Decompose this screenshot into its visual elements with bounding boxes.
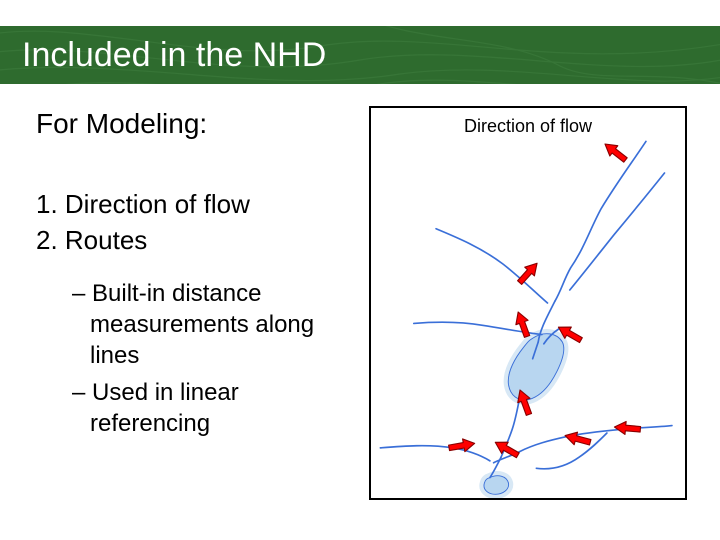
sub-item-1: – Built-in distance measurements along l… (72, 278, 356, 372)
sub-item-2: – Used in linear referencing (72, 377, 356, 439)
slide: Included in the NHD For Modeling: 1. Dir… (0, 0, 720, 540)
slide-title: Included in the NHD (0, 26, 720, 84)
subheading: For Modeling: (36, 108, 356, 140)
title-band: Included in the NHD (0, 26, 720, 84)
list-item-2: 2. Routes (36, 224, 356, 258)
body-text: For Modeling: 1. Direction of flow 2. Ro… (36, 108, 356, 446)
sub-list: – Built-in distance measurements along l… (72, 278, 356, 440)
list-item-1: 1. Direction of flow (36, 188, 356, 222)
figure-direction-of-flow: Direction of flow (369, 106, 687, 500)
stream-network-diagram (371, 108, 685, 498)
